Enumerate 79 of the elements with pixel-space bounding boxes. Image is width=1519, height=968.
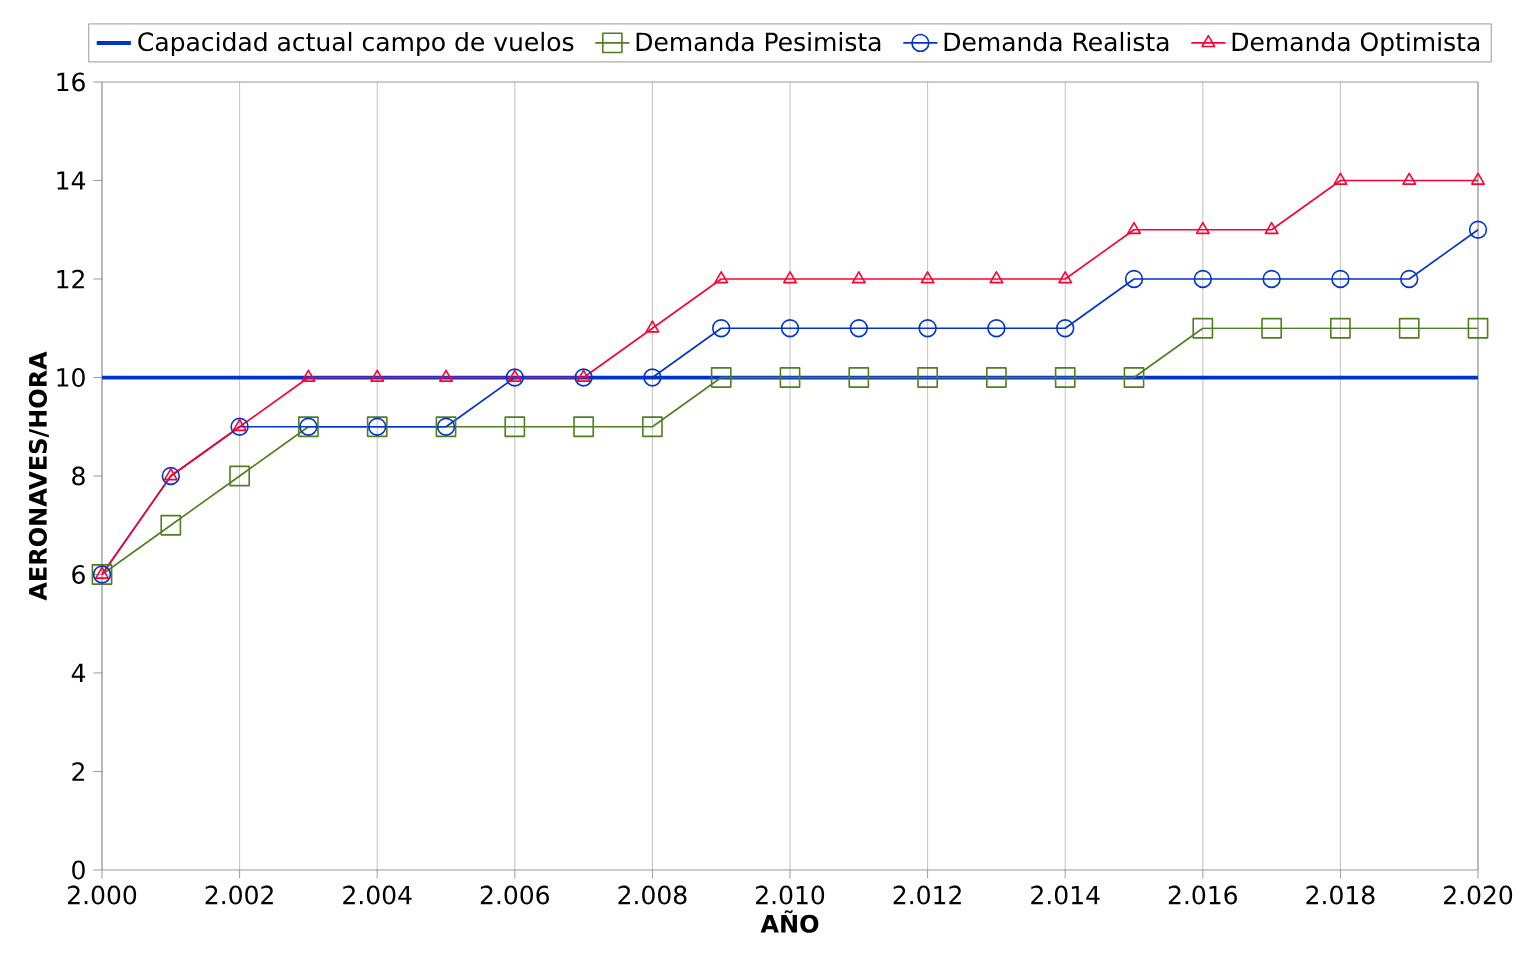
x-axis-title: AÑO <box>760 910 819 933</box>
legend-label: Demanda Pesimista <box>636 31 881 52</box>
point <box>504 416 526 438</box>
point <box>780 319 800 338</box>
point <box>989 270 1004 284</box>
x-tick-label: 2.000 <box>68 885 137 905</box>
point <box>370 369 385 382</box>
point <box>1058 270 1073 284</box>
point <box>576 369 591 382</box>
x-tick-label: 2.004 <box>343 885 412 905</box>
point <box>1054 367 1076 388</box>
point <box>642 416 663 438</box>
point <box>230 417 249 436</box>
y-axis-title: AERONAVES/HORA <box>28 351 49 601</box>
point <box>782 270 798 284</box>
point <box>160 514 182 536</box>
point <box>229 465 251 487</box>
point <box>917 367 939 388</box>
x-tick-label: 2.008 <box>618 885 687 905</box>
point <box>645 320 660 333</box>
point <box>1262 269 1281 289</box>
x-tick-label: 2.020 <box>1444 885 1513 905</box>
point <box>1400 269 1419 289</box>
point <box>920 270 935 284</box>
y-tick-label: 12 <box>57 269 84 289</box>
x-tick-label: 2.014 <box>1031 885 1100 905</box>
point <box>851 270 866 284</box>
point <box>438 369 454 382</box>
point <box>849 319 869 338</box>
x-tick-label: 2.016 <box>1168 885 1238 905</box>
point <box>710 367 732 388</box>
point <box>301 369 316 382</box>
x-tick-label: 2.006 <box>480 885 550 905</box>
y-tick-label: 0 <box>72 860 85 880</box>
point <box>507 369 522 382</box>
point <box>1126 221 1142 235</box>
point <box>848 367 870 388</box>
legend-label: Capacidad actual campo de vuelos <box>138 31 574 57</box>
point <box>1467 317 1489 339</box>
y-tick-label: 10 <box>57 368 85 387</box>
point <box>1264 221 1279 235</box>
point <box>1468 220 1488 239</box>
point <box>712 319 731 338</box>
x-tick-label: 2.012 <box>893 885 961 905</box>
x-tick-label: 2.018 <box>1306 885 1375 905</box>
y-tick-label: 2 <box>72 762 84 781</box>
point <box>1195 221 1210 235</box>
x-tick-label: 2.002 <box>205 885 273 905</box>
point <box>574 368 593 387</box>
point <box>232 418 247 432</box>
point <box>1331 269 1350 289</box>
y-tick-label: 8 <box>72 466 85 486</box>
point <box>1398 317 1420 339</box>
point <box>1402 172 1417 185</box>
point <box>986 367 1007 388</box>
point <box>1056 319 1075 338</box>
y-tick-label: 16 <box>57 72 85 92</box>
point <box>714 270 729 284</box>
legend-label: Demanda Optimista <box>1232 31 1479 57</box>
point <box>1123 367 1145 388</box>
point <box>1193 269 1213 289</box>
x-tick-label: 2.010 <box>756 885 825 905</box>
point <box>1333 172 1348 185</box>
point <box>1192 317 1214 339</box>
point <box>505 368 525 387</box>
y-tick-label: 14 <box>57 171 86 190</box>
point <box>918 319 937 338</box>
y-tick-label: 4 <box>71 663 86 683</box>
point <box>987 319 1006 338</box>
point <box>779 367 801 388</box>
point <box>1124 269 1144 289</box>
legend-label: Demanda Realista <box>944 31 1169 52</box>
point <box>1330 317 1351 339</box>
point <box>161 466 181 486</box>
point <box>1470 172 1486 185</box>
point <box>573 416 595 438</box>
point <box>1261 317 1283 339</box>
point <box>643 368 662 387</box>
y-tick-label: 6 <box>72 565 85 584</box>
